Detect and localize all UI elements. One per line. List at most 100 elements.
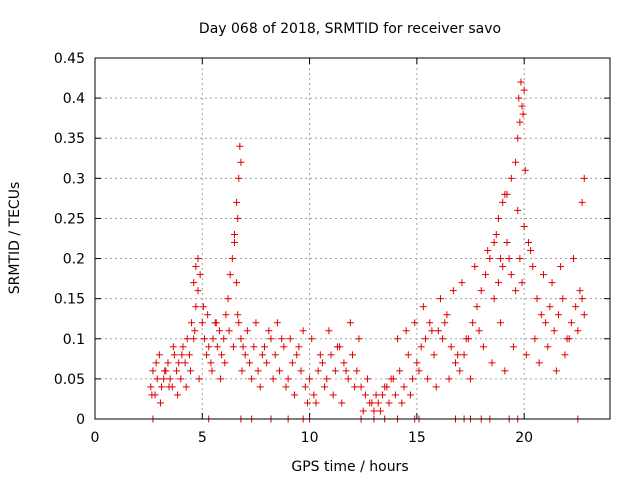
data-point <box>276 367 284 375</box>
data-point <box>372 391 380 399</box>
data-point <box>229 343 237 351</box>
data-point <box>499 198 507 206</box>
data-point <box>288 359 296 367</box>
data-point <box>233 279 241 287</box>
data-point <box>359 407 367 415</box>
data-point <box>161 367 169 375</box>
data-point <box>333 343 341 351</box>
data-point <box>351 383 359 391</box>
data-point <box>445 375 453 383</box>
data-point <box>364 375 372 383</box>
data-point <box>175 359 183 367</box>
data-point <box>212 319 220 327</box>
data-point <box>572 303 580 311</box>
data-point <box>473 303 481 311</box>
data-point <box>271 351 279 359</box>
data-point <box>565 335 573 343</box>
data-point <box>188 319 196 327</box>
data-point <box>265 327 273 335</box>
data-point <box>153 375 161 383</box>
data-point <box>256 383 264 391</box>
data-point <box>447 343 455 351</box>
data-point <box>286 335 294 343</box>
chart-title: Day 068 of 2018, SRMTID for receiver sav… <box>199 21 501 37</box>
data-point <box>570 255 578 263</box>
data-point <box>391 391 399 399</box>
data-point <box>434 327 442 335</box>
x-tick-label: 15 <box>408 430 426 446</box>
data-point <box>183 335 191 343</box>
data-point <box>542 319 550 327</box>
data-point <box>349 351 356 359</box>
data-point <box>331 367 339 375</box>
data-point <box>237 158 245 166</box>
data-point <box>539 271 547 279</box>
data-point <box>297 367 305 375</box>
data-point <box>515 94 523 102</box>
data-point <box>516 118 524 126</box>
data-point <box>544 343 552 351</box>
x-tick-label: 5 <box>198 430 207 446</box>
data-point <box>580 174 588 182</box>
data-point <box>205 343 213 351</box>
data-point <box>490 295 498 303</box>
x-tick-label: 20 <box>515 430 533 446</box>
data-point <box>263 359 271 367</box>
y-tick-label: 0.4 <box>63 91 85 107</box>
data-point <box>299 327 307 335</box>
data-point <box>400 383 408 391</box>
data-point <box>344 375 352 383</box>
data-point <box>522 351 530 359</box>
data-point <box>507 271 515 279</box>
data-point <box>559 295 567 303</box>
data-point <box>237 335 245 343</box>
data-point <box>234 214 242 222</box>
data-point <box>177 375 185 383</box>
data-point <box>426 319 434 327</box>
data-point <box>458 279 466 287</box>
data-point <box>233 198 241 206</box>
data-point <box>316 351 324 359</box>
data-point <box>169 343 177 351</box>
data-point <box>357 383 365 391</box>
data-point <box>488 359 496 367</box>
data-point <box>417 343 425 351</box>
data-point <box>552 367 560 375</box>
data-point <box>462 335 470 343</box>
data-point <box>497 319 505 327</box>
data-point <box>520 86 528 94</box>
data-point <box>248 375 256 383</box>
data-point <box>170 351 178 359</box>
data-point <box>529 263 537 271</box>
data-point <box>512 287 520 295</box>
data-point <box>396 367 404 375</box>
data-point <box>519 110 527 118</box>
data-point <box>533 295 541 303</box>
data-point <box>561 351 569 359</box>
data-point <box>310 391 318 399</box>
data-point <box>482 271 490 279</box>
data-point <box>194 255 202 263</box>
data-point <box>497 255 505 263</box>
data-point <box>516 255 524 263</box>
data-point <box>546 303 554 311</box>
data-point <box>537 311 545 319</box>
data-point <box>424 375 432 383</box>
data-point <box>209 335 217 343</box>
data-point <box>505 255 513 263</box>
data-point <box>346 319 354 327</box>
data-point <box>246 359 253 367</box>
data-point <box>514 134 522 142</box>
data-point <box>406 391 414 399</box>
data-point <box>318 359 326 367</box>
data-point <box>578 198 586 206</box>
data-point <box>306 375 314 383</box>
data-point <box>273 319 281 327</box>
data-point <box>415 367 423 375</box>
data-point <box>303 399 311 407</box>
data-point <box>449 287 457 295</box>
data-point <box>269 375 277 383</box>
data-point <box>164 359 172 367</box>
